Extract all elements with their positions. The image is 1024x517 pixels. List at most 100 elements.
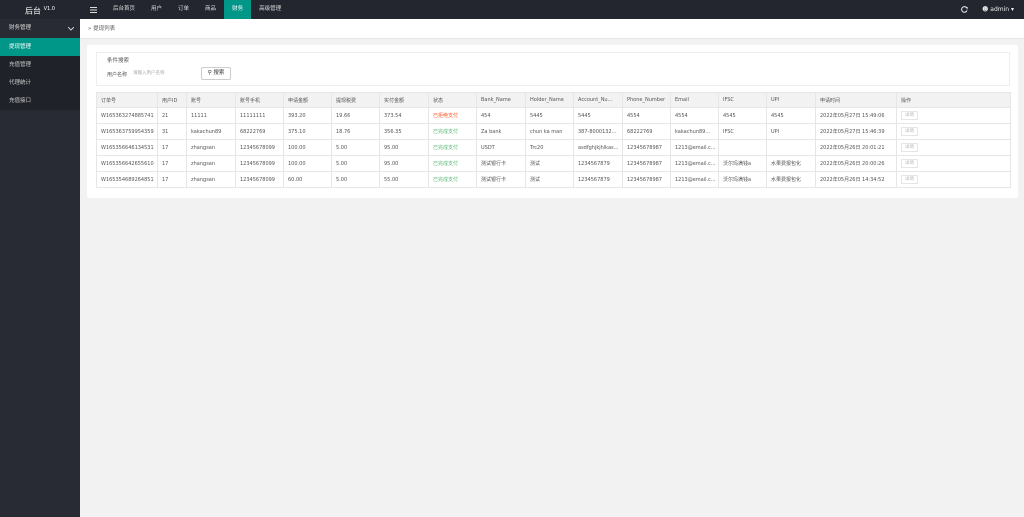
table-cell: W165363274885741 [96,107,158,124]
table-cell: zhangsan [186,155,236,172]
column-header: 账号 [186,92,236,108]
column-header: 订单号 [96,92,158,108]
cell-text: UPI [771,128,780,135]
cell-text: 60.00 [288,176,303,183]
menu-toggle[interactable] [82,0,105,19]
content-panel: 条件搜索 用户名称 请输入用户名称 ⚲ 搜索 订单号 用户ID 账号 账号手机 申请金额… [87,45,1018,198]
nav-text: 财务 [232,6,244,12]
cell-text: W165356642655610 [101,160,154,167]
column-header: 用户ID [157,92,187,108]
table-row: W165363274885741 21 11111 11111111 393.20 19.… [96,107,1011,124]
nav-item[interactable]: 后台首页 [105,0,143,19]
table-cell: Za bank [476,123,526,140]
cell-text: 1213@email.c... [675,144,716,151]
table-cell: 1234567879 [573,155,623,172]
cell-text: chun ka man [530,128,563,135]
nav-item[interactable]: 订单 [170,0,197,19]
cell-text: 356.35 [384,128,402,135]
cell-text: 1234567879 [578,176,610,183]
column-header: UPI [766,92,816,108]
table-cell: 11111 [186,107,236,124]
detail-button[interactable]: 详情 [901,159,918,168]
table-cell: 12345678099 [235,155,284,172]
cell-text: 1213@email.c... [675,160,716,167]
sidebar: 财务管理 提现管理充值管理代理统计 充值接口 [0,19,80,517]
table-cell: 2022年05月26日 20:00:26 [815,155,897,172]
table-cell: 11111111 [235,107,284,124]
nav-item[interactable]: 商品 [197,0,224,19]
table-cell: 沃尔玛满钱a [718,155,767,172]
side-group[interactable]: 财务管理 [0,19,80,38]
table-cell: 95.00 [379,139,429,156]
search-button[interactable]: ⚲ 搜索 [201,67,231,80]
cell-text: zhangsan [191,160,216,167]
detail-button[interactable]: 详情 [901,111,918,120]
nav-item[interactable]: 用户 [143,0,170,19]
table-cell: W165356642655610 [96,155,158,172]
search-input[interactable]: 请输入用户名称 [133,71,165,76]
table-cell: 2022年05月27日 15:46:39 [815,123,897,140]
search-label: 用户名称 [107,72,128,78]
table-cell: 12345678987 [622,155,671,172]
cell-text: 393.20 [288,112,306,119]
cell-text: 12345678099 [240,160,275,167]
cell-text: 4554 [627,112,640,119]
nav-item[interactable]: 高级管理 [251,0,289,19]
detail-button[interactable]: 详情 [901,175,918,184]
user-menu[interactable]: ☻ admin ▾ [982,6,1014,13]
side-item[interactable]: 提现管理 [0,38,80,56]
side-item[interactable]: 代理统计 [0,74,80,92]
cell-text: 18.76 [336,128,351,135]
status: 已完成支付 [433,161,459,167]
side-item[interactable]: 充值接口 [0,92,80,110]
table-cell: 12345678987 [622,139,671,156]
table-cell: 已拒绝支付 [428,107,477,124]
table-cell: 21 [157,107,187,124]
table-cell: 5.00 [331,155,380,172]
table-cell: 100.00 [283,155,332,172]
detail-button[interactable]: 详情 [901,143,918,152]
column-header: Phone_Number [622,92,671,108]
cell-text: 2022年05月26日 20:01:21 [820,145,885,151]
table-cell: W165354689264851 [96,171,158,188]
cell-text: 95.00 [384,160,399,167]
column-header: 申请金额 [283,92,332,108]
cell-text: 12345678987 [627,176,662,183]
cell-text: 2022年05月26日 20:00:26 [820,161,885,167]
table-cell: 5.00 [331,171,380,188]
table-cell: 测试 [525,171,574,188]
cell-text: 2022年05月27日 15:49:06 [820,113,885,119]
table-cell: 454 [476,107,526,124]
table-cell: W165356646134531 [96,139,158,156]
cell-text: kakachun89... [675,128,711,135]
column-header: 状态 [428,92,477,108]
cell-text: 4545 [771,112,784,119]
table-cell: 17 [157,139,187,156]
side-item-text: 充值管理 [9,62,32,68]
table-cell: 2022年05月27日 15:49:06 [815,107,897,124]
table-cell: asdfghjkjhlkas... [573,139,623,156]
table-cell: kakachun89 [186,123,236,140]
cell-text: 17 [162,144,169,151]
side-item[interactable]: 充值管理 [0,56,80,74]
breadcrumb: » 提现列表 [80,19,1024,39]
nav: 后台首页 用户 订单 商品 财务 高级管理 [82,0,289,19]
cell-text: Za bank [481,128,502,135]
nav-item[interactable]: 财务 [224,0,252,19]
cell-text: 5.00 [336,160,348,167]
cell-text: 68222769 [240,128,266,135]
header-row: 订单号 用户ID 账号 账号手机 申请金额 提现税费 实付金额 状态 Bank_Name Hold… [96,92,1011,108]
cell-text: 100.00 [288,144,306,151]
detail-button[interactable]: 详情 [901,127,918,136]
refresh-icon[interactable] [961,6,968,13]
table-cell: 详情 [896,123,1011,140]
table-cell: 已完成支付 [428,139,477,156]
top-bar: 后台 V1.0 后台首页 用户 订单 商品 财务 高级管理 ☻ admin ▾ [0,0,1024,19]
table-cell: 2022年05月26日 14:34:52 [815,171,897,188]
column-header: Account_Nu... [573,92,623,108]
cell-text: W165363274885741 [101,112,154,119]
column-header: Holder_Name [525,92,574,108]
table-cell: 19.66 [331,107,380,124]
table-cell: 水果费报包化 [766,155,816,172]
